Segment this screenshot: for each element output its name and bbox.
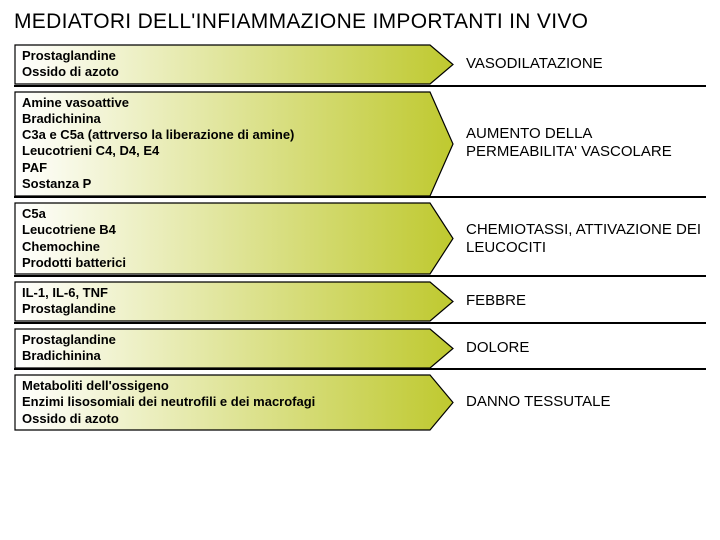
mediator-body: Amine vasoattive Bradichinina C3a e C5a … — [14, 91, 454, 197]
mediator-arrow: Prostaglandine Bradichinina — [14, 328, 454, 369]
effect-label: CHEMIOTASSI, ATTIVAZIONE DEI LEUCOCITI — [462, 202, 706, 275]
mediator-text: Amine vasoattive Bradichinina C3a e C5a … — [22, 95, 426, 193]
mediator-text: C5a Leucotriene B4 Chemochine Prodotti b… — [22, 206, 426, 271]
mediator-arrow: IL-1, IL-6, TNF Prostaglandine — [14, 281, 454, 322]
table-row: Metaboliti dell'ossigeno Enzimi lisosomi… — [14, 374, 706, 431]
mediator-body: Metaboliti dell'ossigeno Enzimi lisosomi… — [14, 374, 454, 431]
mediator-body: IL-1, IL-6, TNF Prostaglandine — [14, 281, 454, 322]
effect-label: DOLORE — [462, 328, 706, 369]
table-row: Prostaglandine Bradichinina DOLORE — [14, 328, 706, 371]
table-row: Prostaglandine Ossido di azoto VASODILATA… — [14, 44, 706, 87]
page-title: MEDIATORI DELL'INFIAMMAZIONE IMPORTANTI … — [14, 10, 706, 34]
mediator-body: Prostaglandine Ossido di azoto — [14, 44, 454, 85]
effect-label: AUMENTO DELLA PERMEABILITA' VASCOLARE — [462, 91, 706, 197]
effect-label: DANNO TESSUTALE — [462, 374, 706, 431]
table-row: Amine vasoattive Bradichinina C3a e C5a … — [14, 91, 706, 199]
mediator-arrow: C5a Leucotriene B4 Chemochine Prodotti b… — [14, 202, 454, 275]
mediator-body: Prostaglandine Bradichinina — [14, 328, 454, 369]
table-row: C5a Leucotriene B4 Chemochine Prodotti b… — [14, 202, 706, 277]
effect-label: VASODILATAZIONE — [462, 44, 706, 85]
mediator-arrow: Metaboliti dell'ossigeno Enzimi lisosomi… — [14, 374, 454, 431]
mediator-text: Metaboliti dell'ossigeno Enzimi lisosomi… — [22, 378, 426, 427]
table-row: IL-1, IL-6, TNF Prostaglandine FEBBRE — [14, 281, 706, 324]
mediator-text: Prostaglandine Ossido di azoto — [22, 48, 426, 81]
effect-label: FEBBRE — [462, 281, 706, 322]
slide: MEDIATORI DELL'INFIAMMAZIONE IMPORTANTI … — [0, 0, 720, 449]
mediator-arrow: Prostaglandine Ossido di azoto — [14, 44, 454, 85]
mediator-body: C5a Leucotriene B4 Chemochine Prodotti b… — [14, 202, 454, 275]
mediator-arrow: Amine vasoattive Bradichinina C3a e C5a … — [14, 91, 454, 197]
mediator-text: IL-1, IL-6, TNF Prostaglandine — [22, 285, 426, 318]
rows-container: Prostaglandine Ossido di azoto VASODILATA… — [14, 44, 706, 431]
mediator-text: Prostaglandine Bradichinina — [22, 332, 426, 365]
